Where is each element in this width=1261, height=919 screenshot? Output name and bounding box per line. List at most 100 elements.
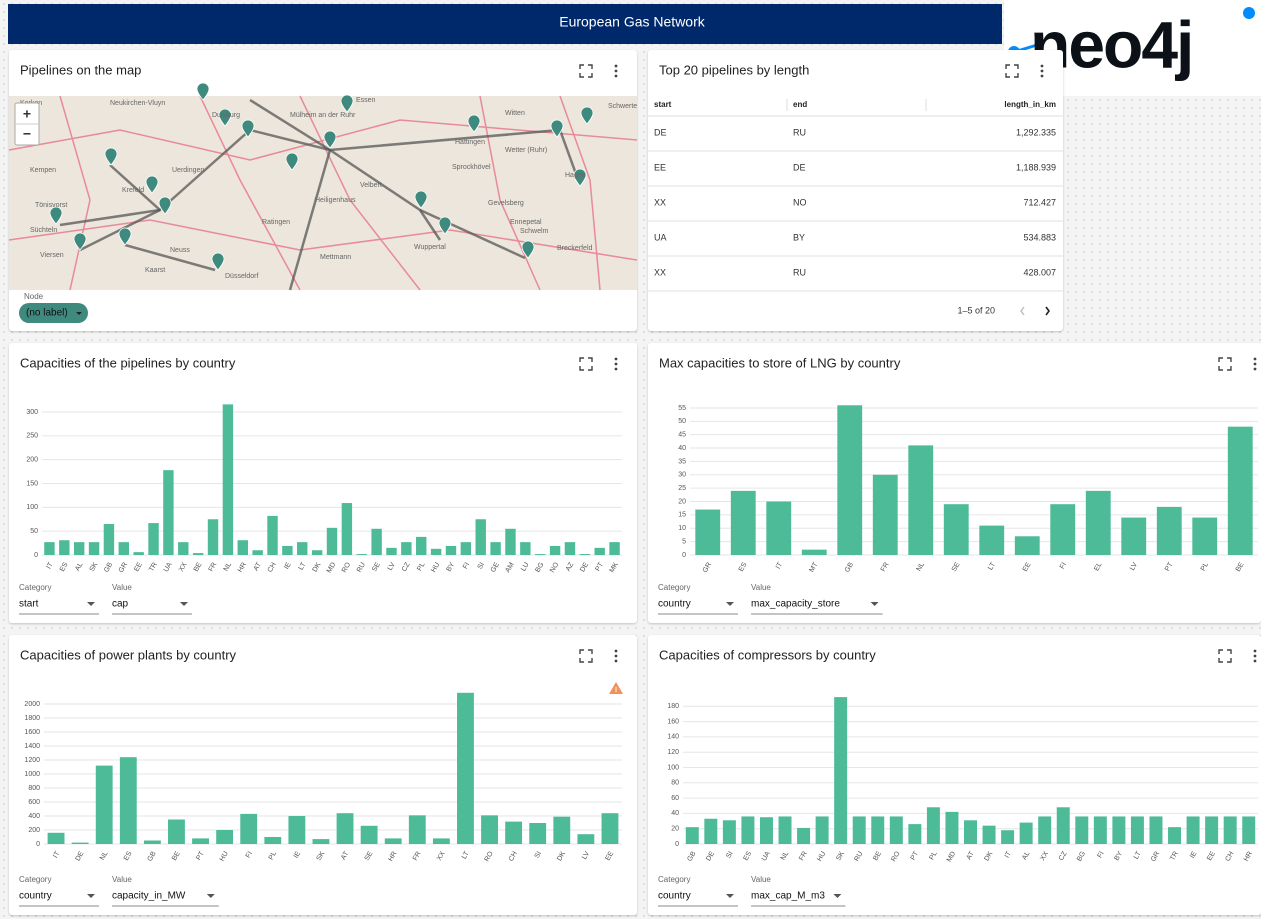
map-place-label: Neukirchen-Vluyn	[110, 100, 165, 107]
menu-icon[interactable]	[1041, 75, 1044, 78]
map-place-label: Wetter (Ruhr)	[505, 147, 547, 154]
menu-icon[interactable]	[615, 660, 618, 663]
bar	[385, 838, 402, 844]
bar	[361, 826, 378, 844]
bar	[797, 828, 810, 844]
menu-icon[interactable]	[615, 70, 618, 73]
y-tick-label: 250	[26, 433, 38, 440]
y-tick-label: 40	[678, 445, 686, 452]
bar	[59, 540, 69, 555]
map-place-label: Heiligenhaus	[315, 197, 356, 204]
map-place-label: Düsseldorf	[225, 273, 259, 280]
y-tick-label: 800	[28, 785, 40, 792]
bar	[371, 529, 381, 555]
selector-value[interactable]: country	[658, 599, 691, 610]
menu-icon[interactable]	[1254, 368, 1257, 371]
y-tick-label: 50	[678, 418, 686, 425]
y-tick-label: 100	[26, 504, 38, 511]
bar	[401, 542, 411, 555]
bar	[119, 542, 129, 555]
bar	[695, 510, 720, 555]
selector-value[interactable]: max_cap_M_m3	[751, 891, 825, 902]
bar	[505, 822, 522, 844]
menu-icon[interactable]	[1254, 358, 1257, 361]
bar	[1086, 491, 1111, 555]
selector-value[interactable]: start	[19, 599, 39, 610]
bar	[741, 816, 754, 844]
selector-label: Category	[658, 875, 690, 884]
y-tick-label: 1200	[24, 757, 40, 764]
bar	[731, 491, 756, 555]
bar	[1242, 816, 1255, 844]
bar	[223, 404, 233, 555]
table-cell: UA	[654, 232, 667, 242]
bar	[1094, 816, 1107, 844]
menu-icon[interactable]	[615, 358, 618, 361]
y-tick-label: 160	[667, 718, 679, 725]
menu-icon[interactable]	[1254, 363, 1257, 366]
table-cell: DE	[654, 127, 667, 137]
table-cell: RU	[793, 267, 806, 277]
selector-value[interactable]: capacity_in_MW	[112, 891, 186, 902]
selector-value[interactable]: cap	[112, 599, 129, 610]
bar	[240, 814, 257, 844]
bar	[74, 542, 84, 555]
map-place-label: Schwerte	[608, 103, 637, 110]
y-tick-label: 100	[667, 764, 679, 771]
y-tick-label: 200	[28, 827, 40, 834]
bar	[193, 553, 203, 555]
y-tick-label: 1600	[24, 729, 40, 736]
y-tick-label: 50	[30, 528, 38, 535]
menu-icon[interactable]	[615, 650, 618, 653]
bar	[704, 819, 717, 844]
y-tick-label: 180	[667, 703, 679, 710]
menu-icon[interactable]	[615, 65, 618, 68]
y-tick-label: 140	[667, 734, 679, 741]
menu-icon[interactable]	[615, 363, 618, 366]
bar	[1020, 823, 1033, 844]
bar	[853, 816, 866, 844]
menu-icon[interactable]	[615, 75, 618, 78]
selector-value[interactable]: max_capacity_store	[751, 599, 840, 610]
bar	[297, 542, 307, 555]
bar	[927, 807, 940, 844]
bar	[476, 519, 486, 555]
bar	[1015, 536, 1040, 555]
bar	[816, 816, 829, 844]
map-place-label: Breckerfeld	[557, 245, 593, 252]
bar	[779, 816, 792, 844]
table-cell: 534.883	[1023, 232, 1056, 242]
legend-label: Node	[24, 292, 44, 301]
pagination: 1–5 of 20	[957, 305, 995, 315]
selector-value[interactable]: country	[19, 891, 52, 902]
selector-label: Value	[751, 583, 771, 592]
map-place-label: Witten	[505, 110, 525, 117]
panel-title: Capacities of power plants by country	[20, 647, 237, 662]
bar	[565, 542, 575, 555]
menu-icon[interactable]	[615, 655, 618, 658]
panel-title: Capacities of compressors by country	[659, 647, 876, 662]
zoom-in[interactable]: +	[23, 106, 31, 122]
table-cell: 1,292.335	[1016, 127, 1056, 137]
bar	[216, 830, 233, 844]
y-tick-label: 120	[667, 749, 679, 756]
menu-icon[interactable]	[1254, 650, 1257, 653]
menu-icon[interactable]	[615, 368, 618, 371]
selector-value[interactable]: country	[658, 891, 691, 902]
bar	[594, 548, 604, 555]
bar	[481, 815, 498, 844]
menu-icon[interactable]	[1254, 660, 1257, 663]
bar	[1121, 518, 1146, 555]
bar	[44, 542, 54, 555]
map-place-label: Schwelm	[520, 228, 549, 235]
menu-icon[interactable]	[1254, 655, 1257, 658]
menu-icon[interactable]	[1041, 65, 1044, 68]
zoom-out[interactable]: −	[23, 126, 31, 142]
map-place-label: Kaarst	[145, 267, 165, 274]
menu-icon[interactable]	[1041, 70, 1044, 73]
bar	[168, 820, 185, 845]
panel	[648, 343, 1261, 623]
bar	[609, 542, 619, 555]
